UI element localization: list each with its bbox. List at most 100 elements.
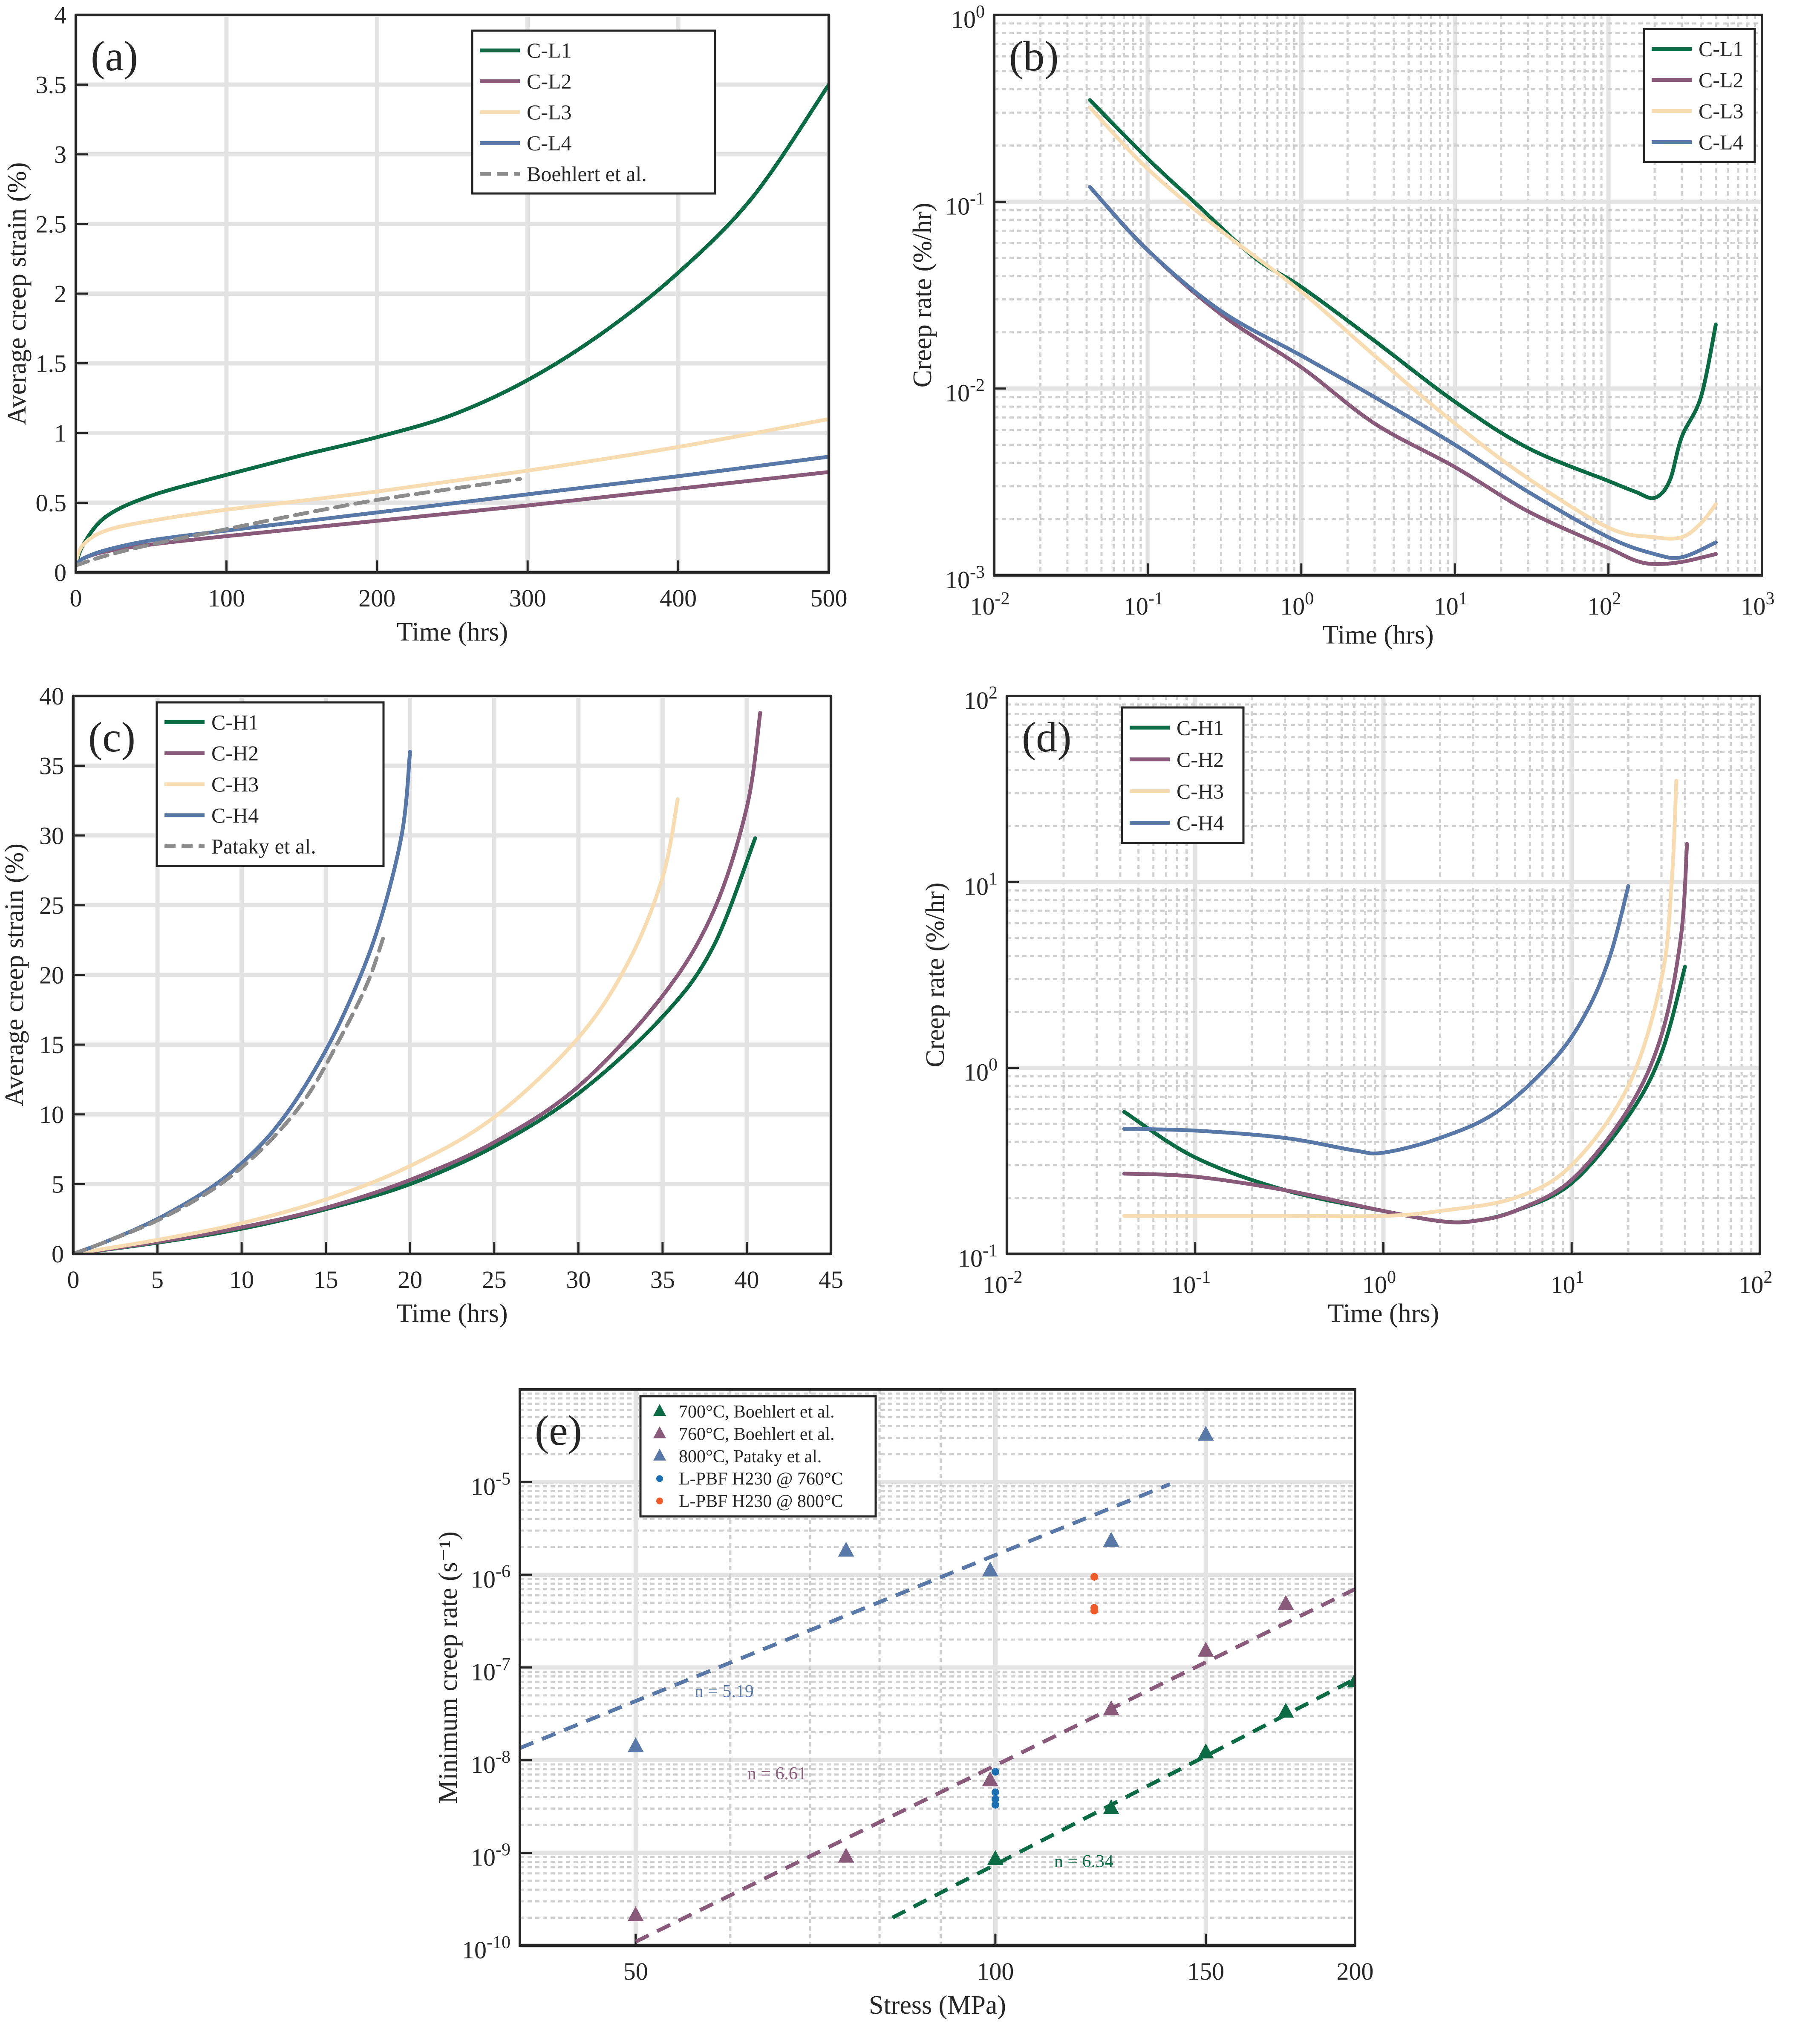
y-tick-label: 3.5 [36, 71, 67, 99]
y-tick-label: 10-7 [471, 1655, 510, 1686]
data-point [991, 1788, 999, 1796]
legend-swatch [653, 1404, 666, 1416]
x-tick-label: 150 [1187, 1957, 1224, 1985]
legend-label: 700°C, Boehlert et al. [679, 1402, 835, 1422]
legend-label: C-H4 [1177, 811, 1224, 835]
legend-label: C-L4 [1699, 130, 1744, 154]
y-axis-label: Creep rate (%/hr) [921, 883, 950, 1068]
data-point [838, 1848, 854, 1863]
series-line-c-l4 [1088, 185, 1718, 560]
x-tick-label: 0 [67, 1266, 80, 1293]
data-point [991, 1801, 999, 1809]
panel-label: (b) [1009, 32, 1059, 80]
axes-frame [75, 14, 830, 574]
x-tick-label: 40 [734, 1266, 759, 1293]
data-point [991, 1768, 999, 1776]
x-tick-label: 25 [482, 1266, 507, 1293]
legend-label: C-H2 [1177, 748, 1224, 771]
x-tick-label: 400 [660, 584, 697, 612]
legend-frame [1643, 28, 1756, 163]
x-tick-label: 100 [1362, 1267, 1396, 1299]
y-tick-label: 100 [951, 2, 985, 33]
x-axis-label: Time (hrs) [1322, 621, 1433, 650]
data-point [1278, 1595, 1294, 1610]
legend-label: C-L2 [1699, 68, 1744, 92]
y-tick-label: 1.5 [36, 350, 67, 378]
y-tick-label: 10-5 [471, 1469, 510, 1501]
plot-area [520, 1426, 1355, 1944]
x-tick-label: 15 [314, 1266, 338, 1293]
plot-area [1088, 98, 1718, 566]
panel-c: 0 5 10 15 20 25 30 35 40 45 0 5 10 15 20 25 30 35 40 Time (… [0, 682, 843, 1328]
data-point [982, 1561, 998, 1576]
x-tick-label: 101 [1434, 589, 1468, 620]
y-tick-label: 35 [39, 752, 64, 780]
legend-label: C-H3 [1177, 779, 1224, 803]
panel-label: (a) [91, 32, 138, 80]
y-tick-label: 15 [39, 1031, 64, 1059]
x-axis-label: Time (hrs) [1328, 1299, 1439, 1328]
y-tick-label: 0.5 [36, 489, 67, 517]
legend-label: C-H1 [1177, 716, 1224, 739]
legend-swatch [653, 1426, 666, 1438]
y-tick-label: 25 [39, 892, 64, 919]
y-tick-label: 100 [964, 1055, 998, 1086]
y-tick-label: 101 [964, 869, 998, 900]
legend-label: C-H2 [211, 741, 259, 765]
legend-frame [639, 1395, 877, 1518]
y-axis-label: Average creep strain (%) [0, 843, 29, 1106]
fit-line-purple [634, 1587, 1355, 1944]
x-tick-label: 10-1 [1124, 589, 1163, 620]
fit-label-green: n = 6.34 [1054, 1852, 1113, 1871]
x-tick-label: 200 [358, 584, 395, 612]
grid [1005, 696, 1760, 1256]
series-line-c-l1 [1088, 98, 1718, 500]
legend-label: C-L1 [1699, 37, 1744, 61]
legend-label: C-L3 [1699, 99, 1744, 123]
series-line-c-h3 [73, 797, 680, 1254]
x-tick-label: 300 [509, 584, 546, 612]
panel-a: 0 100 200 300 400 500 0 0.5 1 1.5 2 2.5 3 3.5 4 Time (h… [3, 1, 848, 647]
y-tick-label: 1 [54, 419, 66, 447]
legend-label: C-L2 [527, 69, 572, 93]
x-tick-label: 30 [566, 1266, 591, 1293]
x-axis-label: Stress (MPa) [869, 1991, 1006, 2020]
panel-label: (d) [1022, 713, 1072, 761]
data-point [1197, 1426, 1214, 1441]
fit-line-blue [520, 1482, 1171, 1750]
data-point [982, 1771, 998, 1787]
data-point [627, 1906, 644, 1921]
data-point [1197, 1642, 1214, 1657]
x-tick-label: 100 [1280, 589, 1314, 620]
axes-frame [72, 695, 832, 1255]
legend: C-L1 C-L2 C-L3 C-L4 [1643, 28, 1756, 163]
y-tick-label: 2 [54, 280, 66, 308]
legend: 700°C, Boehlert et al. 760°C, Boehlert et… [639, 1395, 877, 1518]
x-tick-label: 50 [623, 1957, 648, 1985]
x-axis-label: Time (hrs) [396, 1299, 508, 1328]
axes-frame [1006, 695, 1761, 1255]
x-tick-label: 500 [810, 584, 848, 612]
series-line-c-h4 [1122, 884, 1630, 1156]
fit-label-blue: n = 5.19 [695, 1682, 754, 1701]
series-line-c-h2 [73, 710, 762, 1254]
panel-label: (c) [88, 713, 136, 761]
y-axis-label: Creep rate (%/hr) [908, 203, 937, 388]
x-tick-label: 10-1 [1171, 1267, 1211, 1299]
plot-area [76, 83, 829, 568]
legend-swatch [656, 1497, 663, 1504]
y-tick-label: 102 [964, 683, 998, 714]
legend: C-L1 C-L2 C-L3 C-L4 Boehlert et al. [471, 29, 716, 195]
x-axis-label: Time (hrs) [397, 618, 508, 647]
data-point [987, 1850, 1004, 1865]
x-tick-label: 200 [1337, 1957, 1374, 1985]
plot-area [73, 710, 762, 1254]
legend-label: Boehlert et al. [527, 162, 647, 186]
axis-ticks: 0 5 10 15 20 25 30 35 40 45 0 5 10 15 20 25 30 35 40 [39, 682, 843, 1293]
y-tick-label: 10-1 [958, 1241, 998, 1272]
legend-swatch [653, 1449, 666, 1461]
y-tick-label: 30 [39, 822, 64, 849]
data-point [1347, 1672, 1355, 1688]
data-point [1197, 1743, 1214, 1758]
fit-label-purple: n = 6.61 [747, 1764, 807, 1784]
